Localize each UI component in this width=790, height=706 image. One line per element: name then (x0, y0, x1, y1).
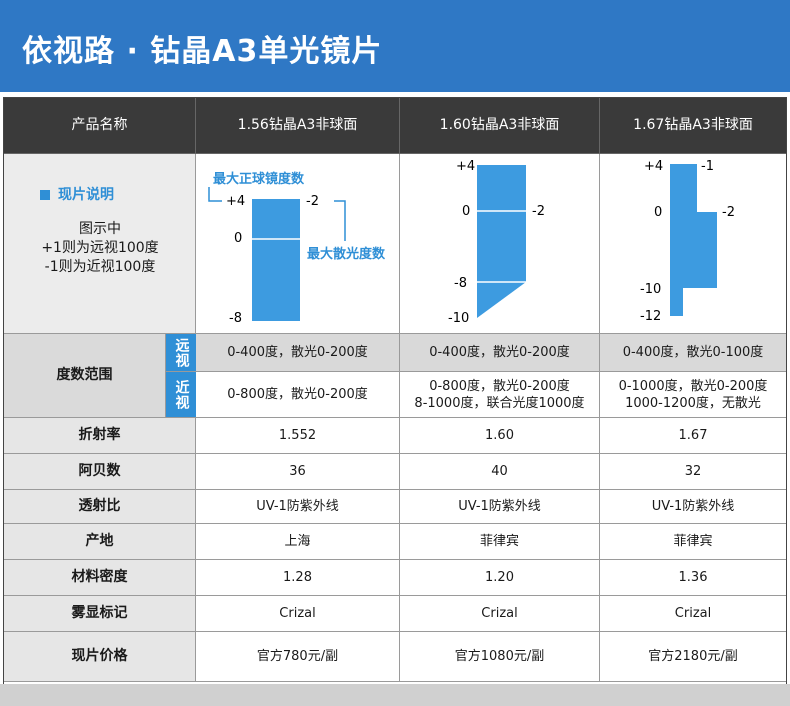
legend-cell: 现片说明 图示中 +1则为远视100度 -1则为近视100度 (4, 154, 196, 334)
max-sphere-leader-line (208, 187, 222, 202)
abbe-value-1: 36 (196, 454, 400, 490)
spec-table: 产品名称 1.56钻晶A3非球面 1.60钻晶A3非球面 1.67钻晶A3非球面… (3, 97, 787, 696)
diagram-2-mid-label: -8 (454, 276, 467, 291)
diagram-3-bottom-label: -12 (640, 309, 661, 324)
max-cyl-label: 最大散光度数 (307, 246, 386, 262)
price-value-3: 官方2180元/副 (600, 632, 786, 682)
legend-title-text: 现片说明 (58, 187, 114, 203)
max-cyl-leader-line (334, 200, 346, 241)
price-value-1: 官方780元/副 (196, 632, 400, 682)
far-range-1: 0-400度，散光0-200度 (196, 334, 400, 372)
diagram-1-zero-label: 0 (234, 231, 242, 246)
origin-value-3: 菲律宾 (600, 524, 786, 560)
legend-line-3: -1则为近视100度 (44, 259, 156, 275)
range-label: 度数范围 (4, 334, 166, 418)
header-product-1: 1.56钻晶A3非球面 (196, 98, 400, 154)
diagram-2: +4 0 -2 -8 -10 (400, 154, 600, 334)
row-label-origin: 产地 (4, 524, 196, 560)
diagram-2-svg: +4 0 -2 -8 -10 (448, 159, 545, 326)
diagram-3-zero-label: 0 (654, 205, 662, 220)
density-value-3: 1.36 (600, 560, 786, 596)
diagram-2-bar (477, 165, 526, 318)
diagram-3-top-right-label: -1 (701, 159, 714, 174)
page-title: 依视路 · 钻晶A3单光镜片 (22, 34, 383, 69)
diagram-3-mid-label: -10 (640, 282, 661, 297)
near-range-3-line-1: 0-1000度，散光0-200度 (618, 378, 768, 394)
diagram-2-cyl-label: -2 (532, 204, 545, 219)
header-product-3: 1.67钻晶A3非球面 (600, 98, 786, 154)
diagram-1-svg: 最大正球镜度数 +4 0 -8 -2 最大散光度数 (208, 171, 386, 326)
near-range-1-line-1: 0-800度，散光0-200度 (227, 387, 368, 402)
density-value-1: 1.28 (196, 560, 400, 596)
far-range-3: 0-400度，散光0-100度 (600, 334, 786, 372)
header-name-label: 产品名称 (4, 98, 196, 154)
transmittance-value-1: UV-1防紫外线 (196, 490, 400, 524)
diagram-2-zero-label: 0 (462, 204, 470, 219)
row-label-density: 材料密度 (4, 560, 196, 596)
bottom-strip (0, 684, 790, 706)
title-bar: 依视路 · 钻晶A3单光镜片 (0, 0, 790, 92)
origin-value-2: 菲律宾 (400, 524, 600, 560)
diagram-1: 最大正球镜度数 +4 0 -8 -2 最大散光度数 (196, 154, 400, 334)
diagram-1-bar (252, 199, 300, 321)
legend-title: 现片说明 (40, 184, 114, 204)
header-product-2: 1.60钻晶A3非球面 (400, 98, 600, 154)
near-range-2-line-1: 0-800度，散光0-200度 (429, 378, 570, 394)
legend-line-1: 图示中 (79, 221, 121, 237)
mark-value-3: Crizal (600, 596, 786, 632)
row-label-price: 现片价格 (4, 632, 196, 682)
origin-value-1: 上海 (196, 524, 400, 560)
mark-value-1: Crizal (196, 596, 400, 632)
diagram-2-bottom-label: -10 (448, 311, 469, 326)
near-range-1: 0-800度，散光0-200度 (196, 372, 400, 418)
near-range-2: 0-800度，散光0-200度 8-1000度，联合光度1000度 (400, 372, 600, 418)
near-range-3: 0-1000度，散光0-200度 1000-1200度，无散光 (600, 372, 786, 418)
near-tag: 近视 (166, 372, 196, 418)
diagram-3-svg: +4 -1 0 -2 -10 -12 (640, 159, 735, 324)
diagram-3-top-label: +4 (644, 159, 663, 174)
legend-line-2: +1则为远视100度 (41, 240, 159, 256)
row-label-mark: 雾显标记 (4, 596, 196, 632)
mark-value-2: Crizal (400, 596, 600, 632)
price-value-2: 官方1080元/副 (400, 632, 600, 682)
legend-square-icon (40, 190, 50, 200)
refraction-value-1: 1.552 (196, 418, 400, 454)
transmittance-value-3: UV-1防紫外线 (600, 490, 786, 524)
far-tag-text: 远视 (173, 337, 190, 368)
diagram-1-top-label: +4 (226, 194, 245, 209)
row-label-abbe: 阿贝数 (4, 454, 196, 490)
transmittance-value-2: UV-1防紫外线 (400, 490, 600, 524)
legend-lines: 图示中 +1则为远视100度 -1则为近视100度 (4, 220, 196, 277)
diagram-3-cyl-label: -2 (722, 205, 735, 220)
far-range-2: 0-400度，散光0-200度 (400, 334, 600, 372)
near-range-2-line-2: 8-1000度，联合光度1000度 (414, 395, 585, 411)
density-value-2: 1.20 (400, 560, 600, 596)
diagram-2-top-label: +4 (456, 159, 475, 174)
max-sphere-label: 最大正球镜度数 (213, 171, 305, 187)
diagram-1-cyl-label: -2 (306, 194, 319, 209)
row-label-refraction: 折射率 (4, 418, 196, 454)
diagram-1-bottom-label: -8 (229, 311, 242, 326)
abbe-value-2: 40 (400, 454, 600, 490)
abbe-value-3: 32 (600, 454, 786, 490)
diagram-3-bar (670, 164, 717, 316)
near-tag-text: 近视 (173, 379, 190, 410)
near-range-3-line-2: 1000-1200度，无散光 (625, 395, 761, 411)
diagram-3: +4 -1 0 -2 -10 -12 (600, 154, 786, 334)
row-label-transmittance: 透射比 (4, 490, 196, 524)
far-tag: 远视 (166, 334, 196, 372)
refraction-value-2: 1.60 (400, 418, 600, 454)
refraction-value-3: 1.67 (600, 418, 786, 454)
